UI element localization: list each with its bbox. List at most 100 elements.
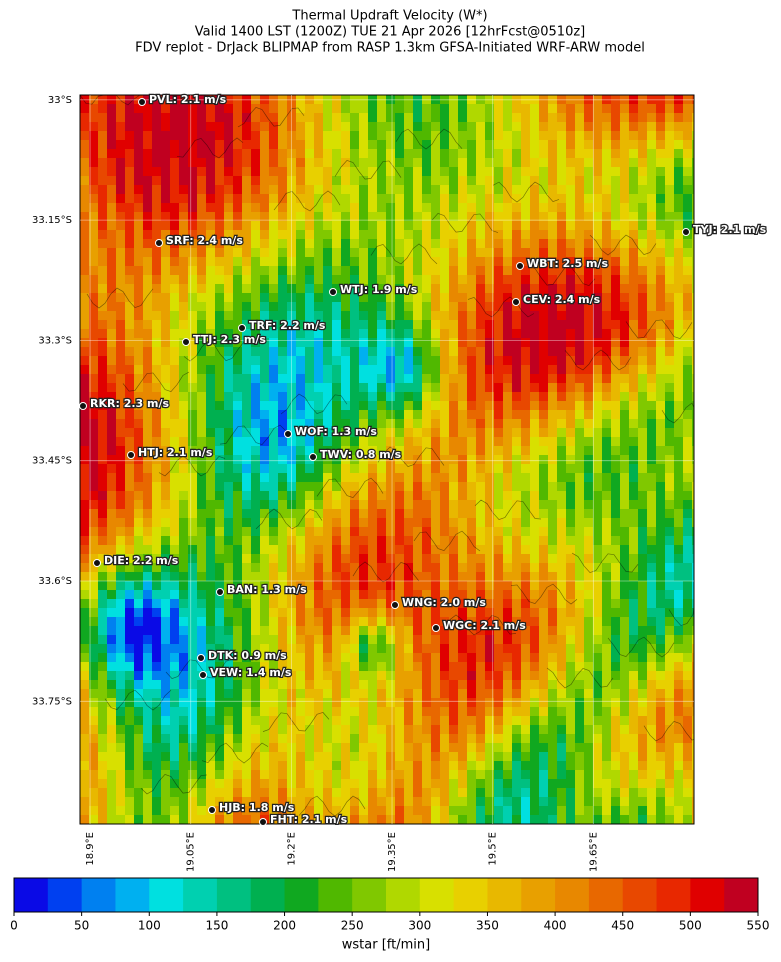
field-cell xyxy=(314,401,323,410)
field-cell xyxy=(305,365,314,374)
field-cell xyxy=(314,293,323,302)
field-cell xyxy=(422,158,431,167)
field-cell xyxy=(593,374,602,383)
field-cell xyxy=(341,437,350,446)
field-cell xyxy=(674,338,683,347)
field-cell xyxy=(575,644,584,653)
field-cell xyxy=(692,509,694,518)
field-cell xyxy=(485,203,494,212)
field-cell xyxy=(323,338,332,347)
field-cell xyxy=(368,437,377,446)
field-cell xyxy=(656,635,665,644)
field-cell xyxy=(467,113,476,122)
field-cell xyxy=(647,104,656,113)
field-cell xyxy=(467,545,476,554)
field-cell xyxy=(170,707,179,716)
field-cell xyxy=(251,680,260,689)
field-cell xyxy=(224,293,233,302)
field-cell xyxy=(530,581,539,590)
field-cell xyxy=(170,221,179,230)
field-cell xyxy=(647,167,656,176)
field-cell xyxy=(206,203,215,212)
field-cell xyxy=(521,239,530,248)
field-cell xyxy=(584,203,593,212)
field-cell xyxy=(575,338,584,347)
field-cell xyxy=(548,590,557,599)
field-cell xyxy=(404,275,413,284)
field-cell xyxy=(89,230,98,239)
field-cell xyxy=(449,662,458,671)
field-cell xyxy=(269,653,278,662)
field-cell xyxy=(413,392,422,401)
field-cell xyxy=(215,176,224,185)
field-cell xyxy=(512,347,521,356)
field-cell xyxy=(395,563,404,572)
field-cell xyxy=(269,581,278,590)
field-cell xyxy=(260,698,269,707)
field-cell xyxy=(647,482,656,491)
field-cell xyxy=(341,626,350,635)
field-cell xyxy=(125,266,134,275)
field-cell xyxy=(80,410,89,419)
field-cell xyxy=(566,302,575,311)
field-cell xyxy=(296,329,305,338)
field-cell xyxy=(386,464,395,473)
field-cell xyxy=(692,104,694,113)
field-cell xyxy=(224,275,233,284)
field-cell xyxy=(134,473,143,482)
field-cell xyxy=(422,428,431,437)
field-cell xyxy=(269,608,278,617)
field-cell xyxy=(368,707,377,716)
field-cell xyxy=(332,347,341,356)
field-cell xyxy=(161,347,170,356)
field-cell xyxy=(431,419,440,428)
field-cell xyxy=(620,689,629,698)
field-cell xyxy=(368,140,377,149)
field-cell xyxy=(107,347,116,356)
field-cell xyxy=(611,239,620,248)
field-cell xyxy=(152,131,161,140)
field-cell xyxy=(323,527,332,536)
field-cell xyxy=(152,419,161,428)
field-cell xyxy=(107,356,116,365)
field-cell xyxy=(305,599,314,608)
field-cell xyxy=(440,482,449,491)
field-cell xyxy=(494,518,503,527)
field-cell xyxy=(386,698,395,707)
field-cell xyxy=(557,185,566,194)
field-cell xyxy=(395,617,404,626)
field-cell xyxy=(350,725,359,734)
field-cell xyxy=(170,122,179,131)
field-cell xyxy=(431,347,440,356)
field-cell xyxy=(278,266,287,275)
field-cell xyxy=(593,176,602,185)
field-cell xyxy=(296,689,305,698)
field-cell xyxy=(548,473,557,482)
field-cell xyxy=(566,599,575,608)
field-cell xyxy=(377,635,386,644)
field-cell xyxy=(359,455,368,464)
field-cell xyxy=(521,131,530,140)
field-cell xyxy=(152,401,161,410)
field-cell xyxy=(377,446,386,455)
field-cell xyxy=(251,725,260,734)
field-cell xyxy=(242,662,251,671)
field-cell xyxy=(467,338,476,347)
field-cell xyxy=(512,266,521,275)
field-cell xyxy=(278,410,287,419)
field-cell xyxy=(134,275,143,284)
field-cell xyxy=(692,410,694,419)
field-cell xyxy=(638,437,647,446)
field-cell xyxy=(647,194,656,203)
field-cell xyxy=(602,590,611,599)
field-cell xyxy=(458,401,467,410)
field-cell xyxy=(134,500,143,509)
field-cell xyxy=(233,392,242,401)
field-cell xyxy=(197,221,206,230)
field-cell xyxy=(665,446,674,455)
field-cell xyxy=(80,671,89,680)
field-cell xyxy=(224,419,233,428)
field-cell xyxy=(260,221,269,230)
field-cell xyxy=(332,509,341,518)
field-cell xyxy=(440,257,449,266)
